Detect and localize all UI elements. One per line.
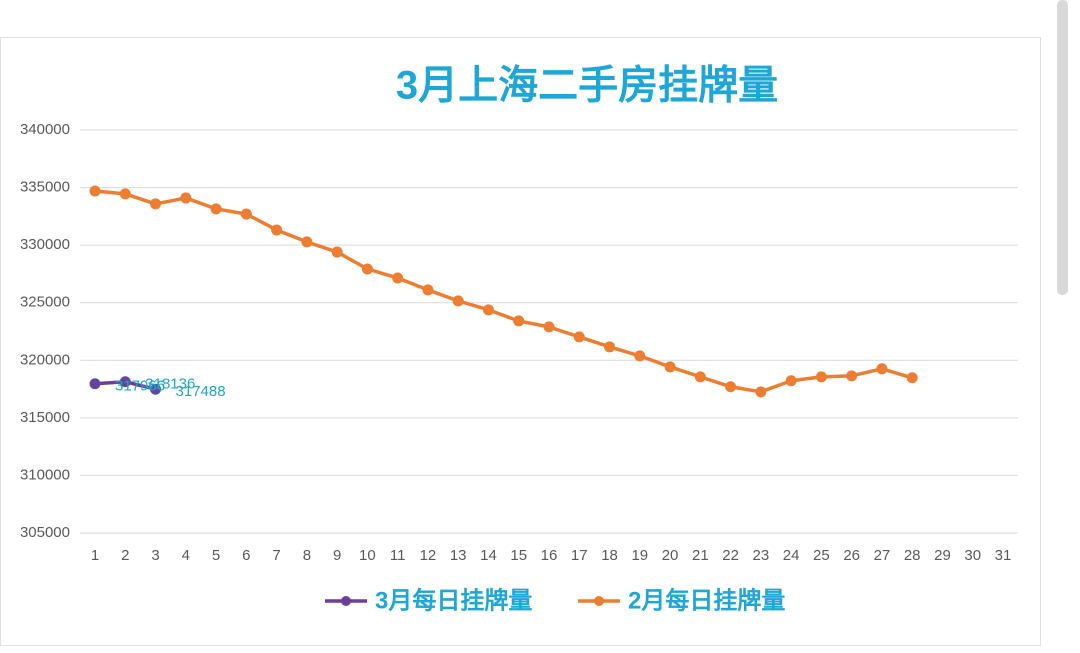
y-tick-label: 340000 <box>20 121 70 138</box>
x-tick-label: 12 <box>420 547 437 564</box>
data-point <box>210 203 222 215</box>
data-point <box>513 315 525 327</box>
data-point <box>180 192 192 204</box>
x-tick-label: 24 <box>783 547 800 564</box>
data-label: 318136 <box>145 376 195 393</box>
x-tick-label: 19 <box>631 547 648 564</box>
legend-label: 3月每日挂牌量 <box>375 586 532 614</box>
x-tick-label: 6 <box>242 547 250 564</box>
x-tick-label: 16 <box>541 547 558 564</box>
y-tick-label: 305000 <box>20 524 70 541</box>
data-point <box>725 381 737 393</box>
data-point <box>543 321 555 333</box>
data-point <box>301 236 313 248</box>
data-point <box>482 304 494 316</box>
y-tick-label: 320000 <box>20 351 70 368</box>
data-point <box>271 224 283 236</box>
x-tick-label: 25 <box>813 547 830 564</box>
x-tick-label: 22 <box>722 547 739 564</box>
y-tick-label: 325000 <box>20 294 70 311</box>
data-point <box>392 272 404 284</box>
x-tick-label: 10 <box>359 547 376 564</box>
data-point <box>89 185 101 197</box>
y-tick-label: 330000 <box>20 236 70 253</box>
x-tick-label: 27 <box>874 547 891 564</box>
legend-key-marker <box>594 596 604 606</box>
chart-frame <box>0 37 1041 646</box>
data-point <box>785 375 797 387</box>
data-point <box>573 331 585 343</box>
x-tick-label: 4 <box>182 547 190 564</box>
data-point <box>240 208 252 220</box>
data-point <box>150 383 162 395</box>
data-point <box>119 188 131 200</box>
data-point <box>361 263 373 275</box>
data-point <box>664 361 676 373</box>
legend-key-marker <box>341 596 351 606</box>
x-tick-label: 30 <box>964 547 981 564</box>
x-tick-label: 7 <box>272 547 280 564</box>
data-point <box>331 246 343 258</box>
data-point <box>634 350 646 362</box>
x-tick-label: 26 <box>843 547 860 564</box>
chart-title: 3月上海二手房挂牌量 <box>396 64 778 108</box>
data-point <box>694 371 706 383</box>
data-point <box>422 284 434 296</box>
data-point <box>150 198 162 210</box>
data-point <box>906 372 918 384</box>
x-tick-label: 15 <box>510 547 527 564</box>
data-label: 317966 <box>115 378 165 395</box>
legend-label: 2月每日挂牌量 <box>628 586 785 614</box>
data-point <box>846 370 858 382</box>
x-tick-label: 20 <box>662 547 679 564</box>
x-tick-label: 3 <box>151 547 159 564</box>
data-point <box>89 378 101 390</box>
x-tick-label: 18 <box>601 547 618 564</box>
x-tick-label: 13 <box>450 547 467 564</box>
data-point <box>876 363 888 375</box>
x-tick-label: 31 <box>995 547 1012 564</box>
x-tick-label: 5 <box>212 547 220 564</box>
data-point <box>815 371 827 383</box>
x-tick-label: 29 <box>934 547 951 564</box>
data-point <box>604 341 616 353</box>
data-point <box>755 386 767 398</box>
x-tick-label: 28 <box>904 547 921 564</box>
y-tick-label: 310000 <box>20 466 70 483</box>
x-tick-label: 9 <box>333 547 341 564</box>
x-tick-label: 2 <box>121 547 129 564</box>
x-tick-label: 17 <box>571 547 588 564</box>
x-tick-label: 23 <box>753 547 770 564</box>
x-tick-label: 8 <box>303 547 311 564</box>
x-tick-label: 11 <box>390 547 406 564</box>
x-tick-label: 14 <box>480 547 497 564</box>
scrollbar[interactable] <box>1057 0 1068 295</box>
y-tick-label: 315000 <box>20 409 70 426</box>
data-point <box>119 376 131 388</box>
y-tick-label: 335000 <box>20 179 70 196</box>
x-tick-label: 21 <box>692 547 709 564</box>
series-line <box>94 189 913 394</box>
data-label: 317488 <box>176 383 226 400</box>
data-point <box>452 295 464 307</box>
x-tick-label: 1 <box>91 547 99 564</box>
